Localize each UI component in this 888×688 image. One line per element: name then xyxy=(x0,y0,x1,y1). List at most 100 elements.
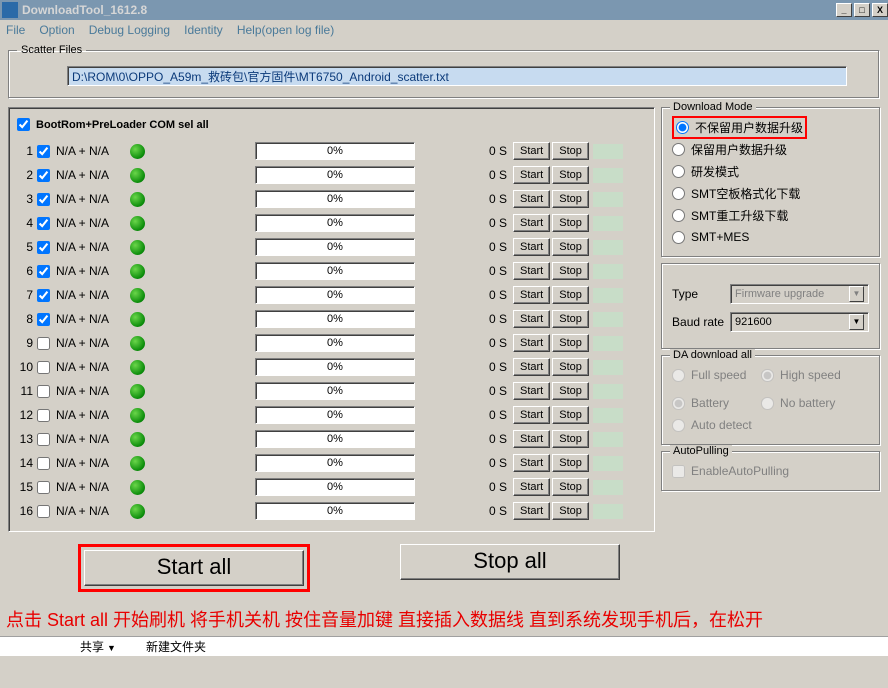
device-checkbox[interactable] xyxy=(37,433,50,446)
baud-select[interactable]: 921600 ▼ xyxy=(730,312,869,332)
device-stop-button[interactable]: Stop xyxy=(552,382,589,400)
titlebar: DownloadTool_1612.8 _ □ X xyxy=(0,0,888,20)
device-checkbox[interactable] xyxy=(37,169,50,182)
device-duration: 0 S xyxy=(479,312,507,326)
device-status-tail xyxy=(593,480,623,495)
device-label: N/A + N/A xyxy=(56,408,126,422)
da-autodetect-radio xyxy=(672,419,685,432)
device-duration: 0 S xyxy=(479,240,507,254)
select-all-checkbox[interactable] xyxy=(17,118,30,131)
device-start-button[interactable]: Start xyxy=(513,430,550,448)
device-start-button[interactable]: Start xyxy=(513,454,550,472)
device-checkbox[interactable] xyxy=(37,145,50,158)
baud-label: Baud rate xyxy=(672,315,730,329)
download-mode-radio[interactable] xyxy=(672,143,685,156)
device-checkbox[interactable] xyxy=(37,385,50,398)
device-stop-button[interactable]: Stop xyxy=(552,238,589,256)
device-stop-button[interactable]: Stop xyxy=(552,334,589,352)
stop-all-button[interactable]: Stop all xyxy=(400,544,620,580)
device-start-button[interactable]: Start xyxy=(513,238,550,256)
device-start-button[interactable]: Start xyxy=(513,478,550,496)
device-stop-button[interactable]: Stop xyxy=(552,430,589,448)
da-autodetect-label: Auto detect xyxy=(691,418,752,432)
device-index: 10 xyxy=(17,360,33,374)
device-checkbox[interactable] xyxy=(37,457,50,470)
device-start-button[interactable]: Start xyxy=(513,310,550,328)
device-start-button[interactable]: Start xyxy=(513,214,550,232)
download-mode-radio[interactable] xyxy=(672,209,685,222)
device-checkbox[interactable] xyxy=(37,313,50,326)
device-start-button[interactable]: Start xyxy=(513,190,550,208)
status-dot-icon xyxy=(130,432,145,447)
device-start-button[interactable]: Start xyxy=(513,358,550,376)
device-checkbox[interactable] xyxy=(37,289,50,302)
device-start-button[interactable]: Start xyxy=(513,286,550,304)
download-mode-radio[interactable] xyxy=(676,121,689,134)
device-stop-button[interactable]: Stop xyxy=(552,310,589,328)
device-checkbox[interactable] xyxy=(37,265,50,278)
device-progressbar: 0% xyxy=(255,502,415,520)
device-stop-button[interactable]: Stop xyxy=(552,190,589,208)
menu-debug[interactable]: Debug Logging xyxy=(89,23,170,37)
device-stop-button[interactable]: Stop xyxy=(552,358,589,376)
type-select[interactable]: Firmware upgrade ▼ xyxy=(730,284,869,304)
device-checkbox[interactable] xyxy=(37,481,50,494)
device-duration: 0 S xyxy=(479,480,507,494)
device-stop-button[interactable]: Stop xyxy=(552,406,589,424)
device-duration: 0 S xyxy=(479,504,507,518)
device-duration: 0 S xyxy=(479,384,507,398)
device-row: 13N/A + N/A0%0 SStartStop xyxy=(17,427,646,451)
device-start-button[interactable]: Start xyxy=(513,262,550,280)
device-index: 3 xyxy=(17,192,33,206)
scatter-path-input[interactable] xyxy=(67,66,847,86)
maximize-button[interactable]: □ xyxy=(854,3,870,17)
download-mode-radio[interactable] xyxy=(672,187,685,200)
minimize-button[interactable]: _ xyxy=(836,3,852,17)
device-stop-button[interactable]: Stop xyxy=(552,502,589,520)
device-stop-button[interactable]: Stop xyxy=(552,262,589,280)
device-start-button[interactable]: Start xyxy=(513,166,550,184)
device-stop-button[interactable]: Stop xyxy=(552,286,589,304)
device-start-button[interactable]: Start xyxy=(513,334,550,352)
close-button[interactable]: X xyxy=(872,3,888,17)
device-duration: 0 S xyxy=(479,216,507,230)
download-mode-highlight: 不保留用户数据升级 xyxy=(672,116,807,139)
download-mode-radio[interactable] xyxy=(672,165,685,178)
menu-file[interactable]: File xyxy=(6,23,25,37)
dropdown-arrow-icon: ▼ xyxy=(849,314,864,330)
autopulling-checkbox xyxy=(672,465,685,478)
device-stop-button[interactable]: Stop xyxy=(552,166,589,184)
device-index: 15 xyxy=(17,480,33,494)
device-stop-button[interactable]: Stop xyxy=(552,214,589,232)
device-checkbox[interactable] xyxy=(37,361,50,374)
device-stop-button[interactable]: Stop xyxy=(552,454,589,472)
start-all-button[interactable]: Start all xyxy=(84,550,304,586)
status-share[interactable]: 共享 xyxy=(80,640,104,654)
device-start-button[interactable]: Start xyxy=(513,382,550,400)
status-dot-icon xyxy=(130,504,145,519)
download-mode-radio[interactable] xyxy=(672,231,685,244)
device-checkbox[interactable] xyxy=(37,193,50,206)
device-start-button[interactable]: Start xyxy=(513,406,550,424)
da-download-group: DA download all Full speed High speed Ba… xyxy=(661,355,880,445)
device-checkbox[interactable] xyxy=(37,217,50,230)
device-checkbox[interactable] xyxy=(37,241,50,254)
device-checkbox[interactable] xyxy=(37,505,50,518)
device-stop-button[interactable]: Stop xyxy=(552,142,589,160)
status-newfolder[interactable]: 新建文件夹 xyxy=(146,638,206,655)
device-checkbox[interactable] xyxy=(37,337,50,350)
device-progressbar: 0% xyxy=(255,166,415,184)
device-progressbar: 0% xyxy=(255,214,415,232)
device-checkbox[interactable] xyxy=(37,409,50,422)
device-stop-button[interactable]: Stop xyxy=(552,478,589,496)
device-progressbar: 0% xyxy=(255,190,415,208)
menu-identity[interactable]: Identity xyxy=(184,23,223,37)
device-row: 4N/A + N/A0%0 SStartStop xyxy=(17,211,646,235)
device-start-button[interactable]: Start xyxy=(513,142,550,160)
device-status-tail xyxy=(593,312,623,327)
device-start-button[interactable]: Start xyxy=(513,502,550,520)
menu-help[interactable]: Help(open log file) xyxy=(237,23,334,37)
status-dot-icon xyxy=(130,360,145,375)
device-status-tail xyxy=(593,192,623,207)
menu-option[interactable]: Option xyxy=(39,23,74,37)
